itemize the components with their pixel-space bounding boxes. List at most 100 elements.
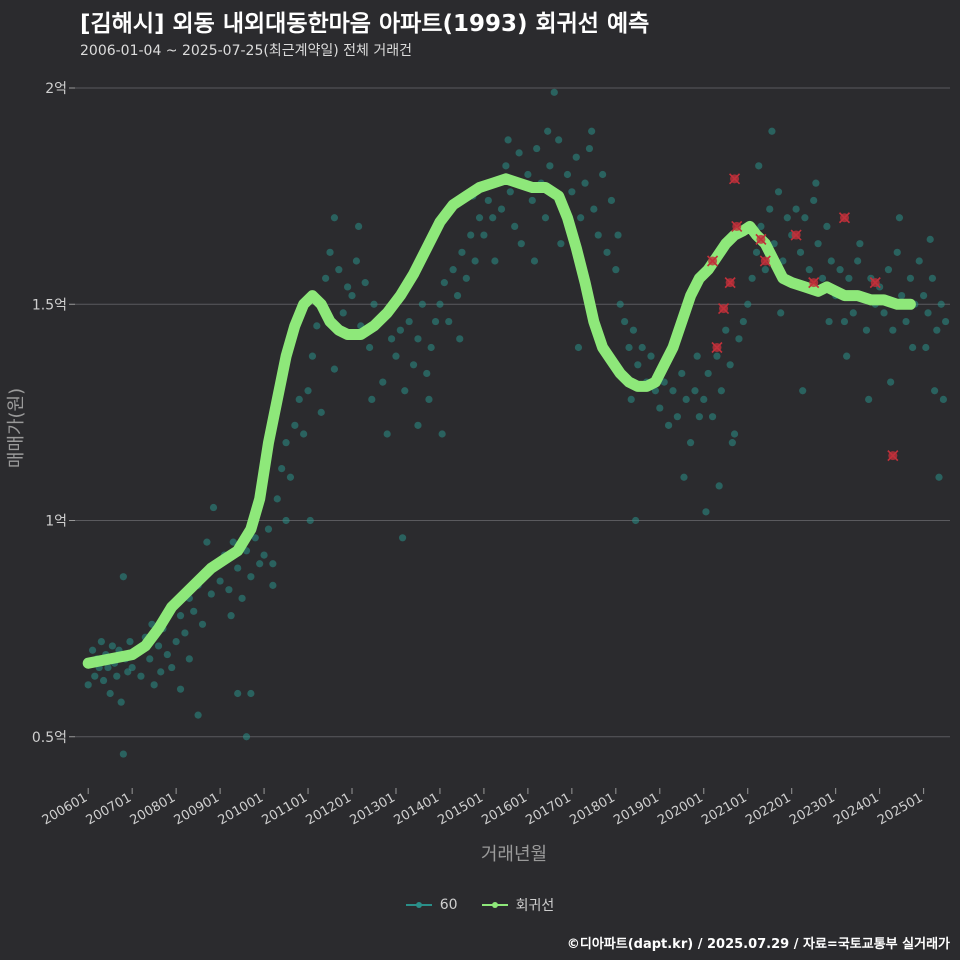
scatter-point-256 bbox=[920, 292, 928, 300]
scatter-point-85 bbox=[317, 408, 325, 416]
scatter-point-195 bbox=[717, 387, 725, 395]
scatter-point-15 bbox=[117, 698, 125, 706]
scatter-point-6 bbox=[97, 638, 105, 646]
scatter-point-225 bbox=[823, 222, 831, 230]
scatter-point-231 bbox=[836, 266, 844, 274]
scatter-point-25 bbox=[150, 681, 158, 689]
scatter-point-191 bbox=[700, 395, 708, 403]
chart-subtitle: 2006-01-04 ~ 2025-07-25(최근계약일) 전체 거래건 bbox=[80, 43, 412, 59]
x-tick-label-9: 201501 bbox=[435, 790, 485, 828]
scatter-point-260 bbox=[937, 300, 945, 308]
scatter-point-159 bbox=[599, 170, 607, 179]
scatter-point-194 bbox=[713, 352, 721, 360]
scatter-point-119 bbox=[462, 274, 470, 282]
scatter-point-170 bbox=[634, 361, 642, 369]
legend-label-60: 60 bbox=[439, 897, 458, 913]
scatter-point-255 bbox=[909, 343, 917, 352]
scatter-point-55 bbox=[247, 573, 255, 581]
scatter-point-133 bbox=[511, 222, 519, 230]
scatter-point-24 bbox=[146, 655, 154, 663]
scatter-point-186 bbox=[691, 387, 699, 395]
scatter-point-213 bbox=[783, 214, 791, 222]
scatter-point-70 bbox=[295, 395, 303, 403]
y-axis-label: 매매가(원) bbox=[6, 388, 27, 468]
scatter-point-34 bbox=[176, 612, 185, 620]
x-axis-label: 거래년월 bbox=[481, 844, 547, 865]
x-tick-label-7: 201301 bbox=[347, 790, 397, 828]
scatter-point-183 bbox=[678, 369, 686, 378]
outlier-layer bbox=[706, 173, 899, 462]
scatter-point-121 bbox=[471, 257, 479, 265]
scatter-point-28 bbox=[163, 650, 171, 659]
chart-title: [김해시] 외동 내외대동한마음 아파트(1993) 회귀선 예측 bbox=[80, 11, 650, 37]
outlier-cross-2 bbox=[724, 277, 736, 289]
scatter-point-205 bbox=[748, 274, 756, 282]
footer-credit: ©디아파트(dapt.kr) / 2025.07.29 / 자료=국토교통부 실… bbox=[566, 937, 950, 952]
x-tick-label-3: 200901 bbox=[172, 790, 222, 828]
scatter-point-62 bbox=[260, 551, 268, 559]
scatter-point-107 bbox=[423, 369, 431, 378]
scatter-point-78 bbox=[322, 274, 330, 282]
x-tick-label-14: 202001 bbox=[655, 790, 705, 828]
scatter-point-82 bbox=[339, 309, 347, 317]
scatter-point-43 bbox=[194, 711, 202, 719]
scatter-point-33 bbox=[172, 638, 180, 646]
scatter-point-222 bbox=[810, 196, 818, 205]
scatter-point-266 bbox=[922, 343, 930, 352]
x-tick-label-5: 201101 bbox=[260, 790, 310, 828]
scatter-point-219 bbox=[796, 248, 805, 256]
x-tick-label-1: 200701 bbox=[84, 790, 134, 828]
scatter-point-19 bbox=[126, 638, 134, 646]
scatter-point-105 bbox=[414, 335, 422, 343]
outlier-cross-3 bbox=[728, 173, 741, 185]
scatter-point-175 bbox=[614, 231, 622, 239]
outlier-cross-1 bbox=[717, 303, 730, 315]
scatter-point-20 bbox=[128, 663, 136, 672]
x-tick-label-17: 202301 bbox=[787, 790, 837, 828]
scatter-point-128 bbox=[489, 214, 497, 222]
scatter-point-136 bbox=[491, 257, 499, 265]
scatter-point-177 bbox=[627, 395, 635, 403]
scatter-point-220 bbox=[801, 214, 809, 222]
legend-item-regression[interactable]: 회귀선 bbox=[481, 895, 555, 915]
scatter-point-201 bbox=[702, 508, 710, 516]
scatter-point-50 bbox=[225, 586, 233, 594]
scatter-point-224 bbox=[818, 274, 827, 282]
scatter-point-56 bbox=[251, 534, 259, 542]
scatter-layer bbox=[84, 88, 950, 758]
x-tick-label-10: 201601 bbox=[479, 790, 529, 828]
scatter-point-81 bbox=[335, 266, 343, 274]
x-tick-label-0: 200601 bbox=[40, 790, 90, 828]
legend-item-60[interactable]: 60 bbox=[405, 895, 458, 915]
scatter-point-53 bbox=[238, 594, 246, 602]
scatter-point-169 bbox=[629, 326, 638, 334]
scatter-point-100 bbox=[392, 352, 400, 360]
scatter-point-227 bbox=[799, 387, 807, 395]
scatter-point-252 bbox=[915, 257, 923, 265]
scatter-point-80 bbox=[330, 214, 339, 222]
x-tick-label-4: 201001 bbox=[216, 790, 266, 828]
scatter-point-29 bbox=[168, 663, 176, 672]
scatter-point-115 bbox=[445, 317, 453, 326]
scatter-point-204 bbox=[744, 300, 752, 308]
scatter-point-214 bbox=[768, 127, 776, 135]
outlier-cross-11 bbox=[887, 450, 899, 462]
scatter-point-192 bbox=[704, 369, 712, 378]
scatter-point-124 bbox=[456, 335, 464, 343]
legend-label-regression: 회귀선 bbox=[515, 898, 555, 914]
scatter-point-150 bbox=[544, 127, 552, 135]
grid-layer bbox=[69, 87, 950, 794]
scatter-point-101 bbox=[396, 326, 404, 334]
scatter-point-233 bbox=[845, 274, 853, 282]
x-tick-label-6: 201201 bbox=[304, 790, 354, 828]
scatter-point-152 bbox=[568, 188, 576, 196]
scatter-point-240 bbox=[843, 352, 851, 360]
scatter-point-59 bbox=[242, 733, 251, 741]
scatter-point-221 bbox=[805, 266, 813, 274]
outlier-point-10 bbox=[869, 277, 881, 289]
scatter-point-132 bbox=[506, 188, 514, 196]
scatter-point-76 bbox=[313, 322, 321, 330]
scatter-point-262 bbox=[926, 235, 934, 243]
scatter-point-215 bbox=[755, 162, 763, 170]
